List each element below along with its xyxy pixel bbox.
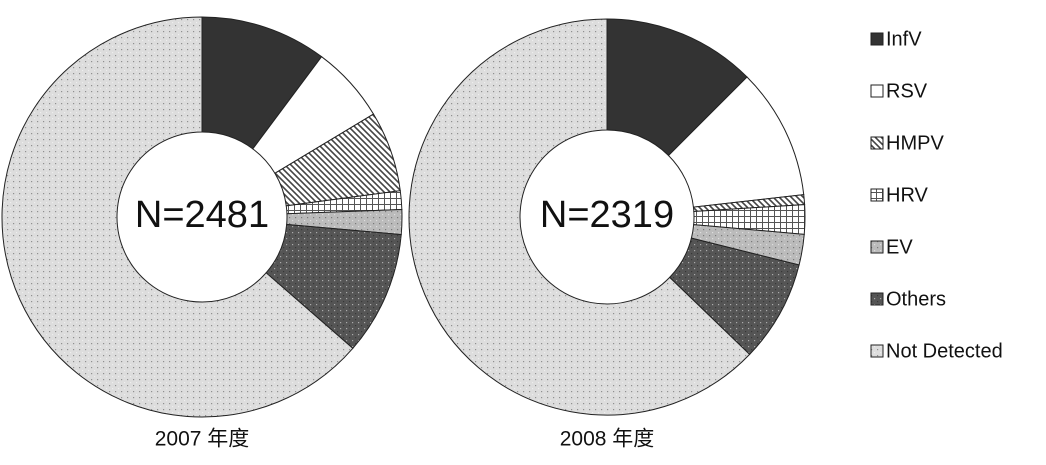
legend-label: InfV	[886, 28, 922, 50]
legend-label: EV	[886, 236, 913, 258]
legend-label: Others	[886, 288, 946, 310]
legend-label: HRV	[886, 184, 929, 206]
pie-slice	[408, 18, 751, 416]
legend-swatch	[870, 292, 884, 306]
legend-swatch	[870, 84, 884, 98]
pie-slice	[1, 16, 354, 418]
legend-swatch	[870, 344, 884, 358]
caption: 2008 年度	[560, 428, 655, 451]
caption: 2007 年度	[155, 428, 250, 451]
legend-swatch	[870, 240, 884, 254]
center-label: N=2319	[540, 194, 674, 236]
legend-label: Not Detected	[886, 340, 1003, 362]
center-label: N=2481	[135, 194, 269, 236]
legend-swatch	[870, 32, 884, 46]
legend-swatch	[870, 188, 884, 202]
pie-slice	[606, 18, 748, 157]
legend-label: HMPV	[886, 132, 944, 154]
legend-swatch	[870, 136, 884, 150]
legend-label: RSV	[886, 80, 928, 102]
